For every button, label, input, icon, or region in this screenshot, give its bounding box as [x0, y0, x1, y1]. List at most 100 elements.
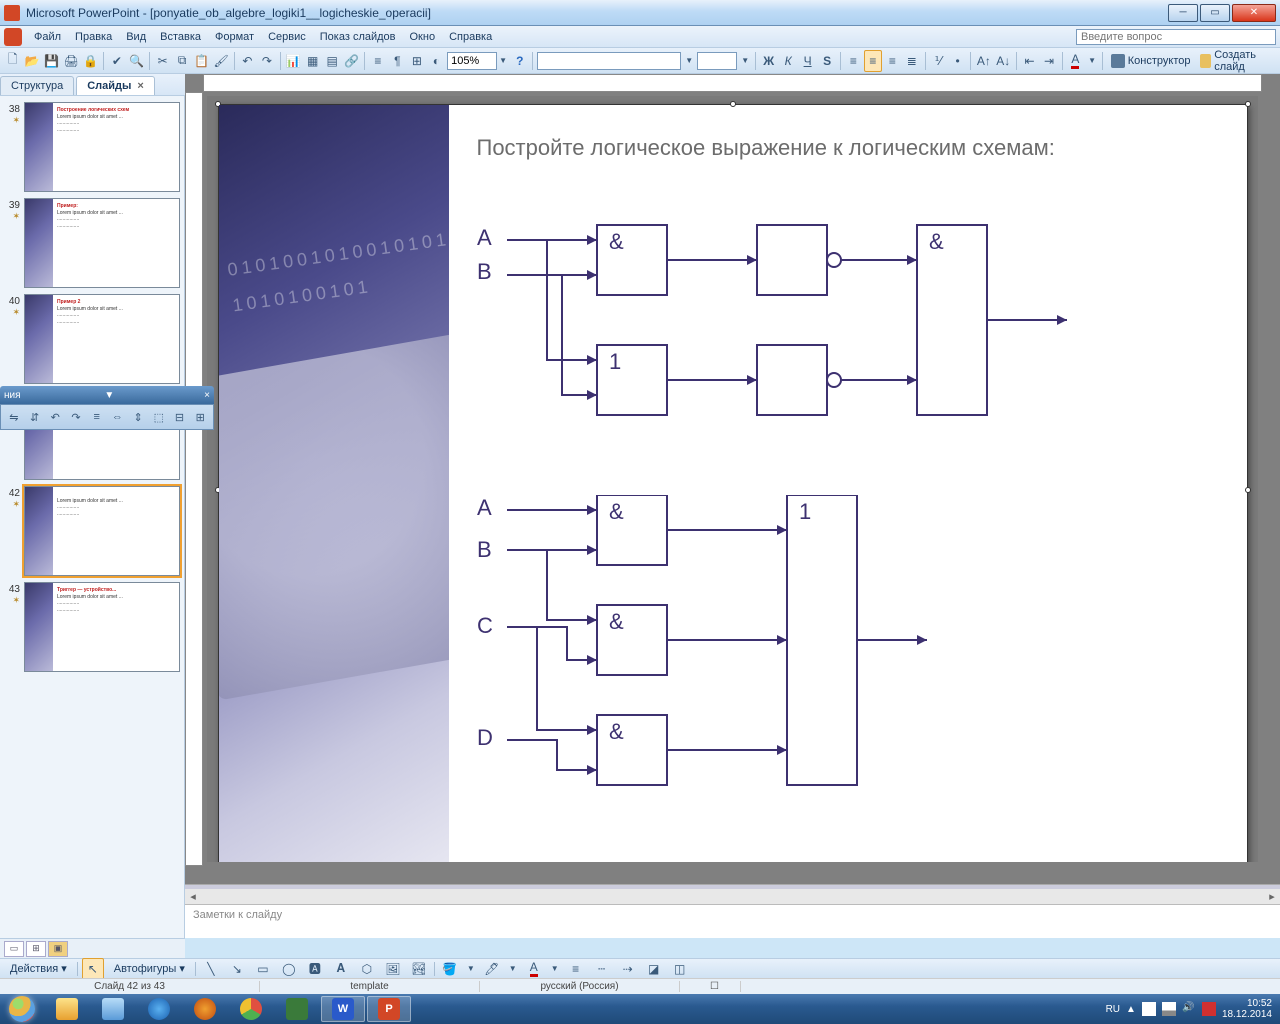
taskbar-ie[interactable]	[137, 996, 181, 1022]
action-center-icon[interactable]	[1142, 1002, 1156, 1016]
office-button-icon[interactable]	[4, 28, 22, 46]
new-slide-button[interactable]: Создать слайд	[1196, 49, 1276, 73]
maximize-button[interactable]: ▭	[1200, 4, 1230, 22]
shield-icon[interactable]	[1202, 1002, 1216, 1016]
autoshapes-menu[interactable]: Автофигуры ▾	[108, 961, 191, 977]
stage-hscrollbar[interactable]: ◂▸	[185, 889, 1280, 905]
paste-icon[interactable]: 📋	[193, 50, 210, 72]
fill-color-icon[interactable]: 🪣	[439, 958, 461, 980]
cut-icon[interactable]: ✂	[154, 50, 171, 72]
redo-icon[interactable]: ↷	[258, 50, 275, 72]
flip-horizontal-icon[interactable]: ⇋	[4, 407, 24, 427]
taskbar-libraries[interactable]	[91, 996, 135, 1022]
font-family-input[interactable]	[537, 52, 681, 70]
clipart-icon[interactable]: 🖼	[382, 958, 404, 980]
font-color-draw-icon[interactable]: A	[523, 958, 545, 980]
floating-toolbar-options-icon[interactable]: ▼	[104, 390, 114, 401]
start-button[interactable]	[0, 994, 44, 1024]
shadow-style-icon[interactable]: ◪	[643, 958, 665, 980]
open-icon[interactable]: 📂	[23, 50, 40, 72]
horizontal-ruler[interactable]	[203, 74, 1262, 92]
rotate-right-icon[interactable]: ↷	[66, 407, 86, 427]
expand-all-icon[interactable]: ≡	[369, 50, 386, 72]
menu-window[interactable]: Окно	[404, 29, 442, 45]
keyboard-layout[interactable]: RU	[1106, 1004, 1120, 1015]
zoom-input[interactable]	[447, 52, 497, 70]
format-painter-icon[interactable]: 🖌	[212, 50, 229, 72]
notes-placeholder[interactable]: Заметки к слайду	[185, 905, 1280, 925]
help-icon[interactable]: ?	[511, 50, 528, 72]
resize-handle[interactable]	[730, 101, 736, 107]
actions-menu[interactable]: Действия ▾	[4, 961, 73, 977]
menu-slideshow[interactable]: Показ слайдов	[314, 29, 402, 45]
line-icon[interactable]: ╲	[200, 958, 222, 980]
align-right-icon[interactable]: ≡	[884, 50, 901, 72]
align-center-icon[interactable]: ≡	[864, 50, 881, 72]
menu-help[interactable]: Справка	[443, 29, 498, 45]
tables-borders-icon[interactable]: ▤	[323, 50, 340, 72]
textbox-icon[interactable]: 🅰	[304, 958, 326, 980]
minimize-button[interactable]: ─	[1168, 4, 1198, 22]
resize-handle[interactable]	[1245, 101, 1251, 107]
menu-view[interactable]: Вид	[120, 29, 152, 45]
align-left-icon[interactable]: ≡	[845, 50, 862, 72]
designer-button[interactable]: Конструктор	[1107, 54, 1195, 68]
tray-up-icon[interactable]: ▲	[1126, 1004, 1136, 1015]
menu-format[interactable]: Формат	[209, 29, 260, 45]
numbering-icon[interactable]: ⅟	[929, 50, 946, 72]
shadow-icon[interactable]: S	[818, 50, 835, 72]
vertical-ruler[interactable]	[185, 92, 203, 866]
thumbnail-slide-38[interactable]: 38✶ Построение логических схемLorem ipsu…	[4, 102, 180, 192]
taskbar-explorer[interactable]	[45, 996, 89, 1022]
menu-edit[interactable]: Правка	[69, 29, 118, 45]
new-icon[interactable]: 🗋	[4, 50, 21, 72]
fill-dropdown-icon[interactable]: ▼	[465, 964, 477, 973]
fontcolor-dropdown-icon[interactable]: ▼	[549, 964, 561, 973]
menu-tools[interactable]: Сервис	[262, 29, 312, 45]
close-button[interactable]: ✕	[1232, 4, 1276, 22]
italic-icon[interactable]: К	[779, 50, 796, 72]
floating-toolbar-close-icon[interactable]: ×	[204, 390, 210, 401]
flip-vertical-icon[interactable]: ⇵	[25, 407, 45, 427]
distribute-h-icon[interactable]: ⇔	[108, 407, 128, 427]
color-grayscale-icon[interactable]: ◐	[428, 50, 445, 72]
increase-indent-icon[interactable]: ⇥	[1040, 50, 1057, 72]
resize-handle[interactable]	[1245, 487, 1251, 493]
font-color-dropdown-icon[interactable]: ▼	[1086, 56, 1098, 65]
diagram-icon[interactable]: ⬡	[356, 958, 378, 980]
bold-icon[interactable]: Ж	[760, 50, 777, 72]
floating-toolbar-header[interactable]: ния ▼ ×	[0, 386, 214, 404]
slide[interactable]: Постройте логическое выражение к логичес…	[218, 104, 1248, 862]
slide-canvas[interactable]: Постройте логическое выражение к логичес…	[207, 96, 1258, 862]
notes-pane[interactable]: ◂▸ Заметки к слайду	[185, 884, 1280, 938]
undo-icon[interactable]: ↶	[239, 50, 256, 72]
picture-icon[interactable]: 🏞	[408, 958, 430, 980]
show-formatting-icon[interactable]: ¶	[389, 50, 406, 72]
font-size-dropdown-icon[interactable]: ▼	[739, 56, 751, 65]
thumbnail-slide-42[interactable]: 42✶ Lorem ipsum dolor sit amet .........…	[4, 486, 180, 576]
thumbnail-slide-39[interactable]: 39✶ Пример:Lorem ipsum dolor sit amet ..…	[4, 198, 180, 288]
increase-font-icon[interactable]: A↑	[975, 50, 992, 72]
rotate-left-icon[interactable]: ↶	[45, 407, 65, 427]
oval-icon[interactable]: ◯	[278, 958, 300, 980]
group-icon[interactable]: ⬚	[149, 407, 169, 427]
zoom-dropdown-icon[interactable]: ▼	[497, 56, 509, 65]
linecolor-dropdown-icon[interactable]: ▼	[507, 964, 519, 973]
distribute-v-icon[interactable]: ⇕	[128, 407, 148, 427]
table-icon[interactable]: ▦	[304, 50, 321, 72]
rectangle-icon[interactable]: ▭	[252, 958, 274, 980]
regroup-icon[interactable]: ⊞	[190, 407, 210, 427]
taskbar-powerpoint[interactable]: P	[367, 996, 411, 1022]
normal-view-icon[interactable]: ▭	[4, 941, 24, 957]
chart-icon[interactable]: 📊	[284, 50, 301, 72]
thumbnail-slide-43[interactable]: 43✶ Триггер — устройство...Lorem ipsum d…	[4, 582, 180, 672]
ungroup-icon[interactable]: ⊟	[170, 407, 190, 427]
menu-insert[interactable]: Вставка	[154, 29, 207, 45]
taskbar-word[interactable]: W	[321, 996, 365, 1022]
slideshow-view-icon[interactable]: ▣	[48, 941, 68, 957]
sorter-view-icon[interactable]: ⊞	[26, 941, 46, 957]
select-arrow-icon[interactable]: ↖	[82, 958, 104, 980]
font-family-dropdown-icon[interactable]: ▼	[683, 56, 695, 65]
grid-icon[interactable]: ⊞	[408, 50, 425, 72]
close-panel-icon[interactable]: ×	[137, 80, 143, 92]
